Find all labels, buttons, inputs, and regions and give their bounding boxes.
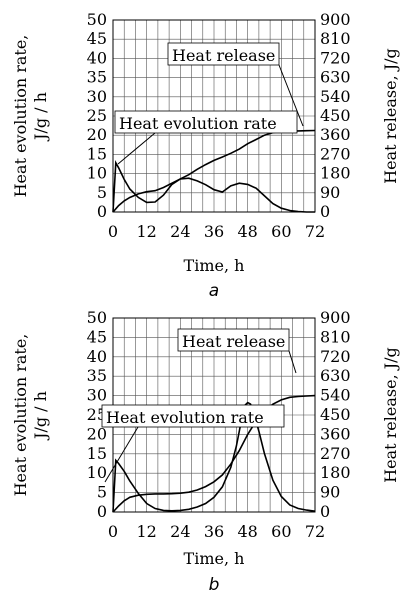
- y-right-tick-label: 450: [320, 106, 351, 125]
- x-tick-label: 48: [237, 522, 257, 541]
- y-left-tick-label: 15: [87, 144, 107, 163]
- y-left-tick-label: 40: [87, 347, 107, 366]
- y-left-tick-label: 50: [87, 10, 107, 29]
- y-right-tick-label: 900: [320, 308, 351, 327]
- y-left-tick-label: 0: [97, 202, 107, 221]
- callout-leader-line: [104, 426, 139, 483]
- x-tick-label: 72: [305, 222, 325, 241]
- y-right-tick-label: 720: [320, 48, 351, 67]
- callout-box: [101, 404, 285, 428]
- x-tick-label: 0: [108, 222, 118, 241]
- y-right-tick-label: 90: [320, 483, 340, 502]
- panel-label: a: [209, 281, 219, 301]
- y-left-tick-label: 30: [87, 87, 107, 106]
- callout-label: Heat release: [172, 46, 275, 65]
- callout-label: Heat release: [182, 332, 285, 351]
- y-right-axis-title: Heat release, J/g: [381, 347, 400, 483]
- x-tick-label: 0: [108, 522, 118, 541]
- y-left-tick-label: 50: [87, 308, 107, 327]
- callout-box: [114, 110, 298, 134]
- y-right-tick-label: 0: [320, 502, 330, 521]
- y-right-tick-label: 900: [320, 10, 351, 29]
- x-tick-label: 12: [136, 522, 156, 541]
- y-left-axis-title-line2: J/g / h: [31, 391, 50, 441]
- callout-box: [167, 42, 280, 66]
- x-tick-label: 60: [271, 222, 291, 241]
- y-left-tick-label: 45: [87, 29, 107, 48]
- y-left-tick-label: 45: [87, 327, 107, 346]
- x-tick-label: 24: [170, 522, 190, 541]
- y-right-tick-label: 270: [320, 444, 351, 463]
- callout-box: [177, 328, 290, 352]
- x-tick-label: 24: [170, 222, 190, 241]
- callout-label: Heat evolution rate: [106, 408, 264, 427]
- x-tick-label: 12: [136, 222, 156, 241]
- y-left-tick-label: 20: [87, 424, 107, 443]
- y-right-tick-label: 360: [320, 125, 351, 144]
- y-right-tick-label: 810: [320, 29, 351, 48]
- heat-release-line: [112, 394, 316, 513]
- y-left-tick-label: 30: [87, 386, 107, 405]
- y-left-tick-label: 0: [97, 502, 107, 521]
- y-left-tick-label: 40: [87, 48, 107, 67]
- y-right-tick-label: 630: [320, 366, 351, 385]
- y-left-axis-title-line1: Heat evolution rate,: [11, 334, 30, 497]
- callout-leader-line: [288, 350, 297, 374]
- y-right-tick-label: 630: [320, 68, 351, 87]
- y-right-tick-label: 540: [320, 386, 351, 405]
- y-left-tick-label: 10: [87, 164, 107, 183]
- y-right-tick-label: 90: [320, 183, 340, 202]
- y-right-tick-label: 810: [320, 327, 351, 346]
- heat-evolution-rate-line: [112, 401, 316, 513]
- x-tick-label: 72: [305, 522, 325, 541]
- y-right-tick-label: 360: [320, 424, 351, 443]
- y-right-tick-label: 0: [320, 202, 330, 221]
- callout-label: Heat evolution rate: [119, 114, 277, 133]
- x-tick-label: 36: [204, 522, 224, 541]
- y-left-tick-label: 25: [87, 106, 107, 125]
- chart-panel-a: 0510152025303540455009018027036045054063…: [11, 10, 400, 301]
- y-right-tick-label: 450: [320, 405, 351, 424]
- y-right-tick-label: 270: [320, 144, 351, 163]
- y-right-tick-label: 180: [320, 463, 351, 482]
- y-right-tick-label: 720: [320, 347, 351, 366]
- callout-leader-line: [117, 132, 156, 165]
- y-left-tick-label: 10: [87, 463, 107, 482]
- x-axis-title: Time, h: [184, 256, 245, 275]
- y-left-axis-title-line1: Heat evolution rate,: [11, 35, 30, 198]
- y-left-tick-label: 5: [97, 183, 107, 202]
- y-right-tick-label: 540: [320, 87, 351, 106]
- x-tick-label: 60: [271, 522, 291, 541]
- y-left-tick-label: 15: [87, 444, 107, 463]
- y-right-tick-label: 180: [320, 164, 351, 183]
- chart-panel-b: 0510152025303540455009018027036045054063…: [11, 308, 400, 590]
- y-left-axis-title-line2: J/g / h: [31, 92, 50, 142]
- x-tick-label: 48: [237, 222, 257, 241]
- plot-frame: [112, 19, 316, 213]
- y-left-tick-label: 35: [87, 366, 107, 385]
- panel-label: b: [209, 575, 220, 590]
- y-left-tick-label: 20: [87, 125, 107, 144]
- x-axis-title: Time, h: [184, 549, 245, 568]
- x-tick-label: 36: [204, 222, 224, 241]
- y-left-tick-label: 35: [87, 68, 107, 87]
- y-right-axis-title: Heat release, J/g: [381, 48, 400, 184]
- y-left-tick-label: 5: [97, 483, 107, 502]
- callout-leader-line: [278, 64, 304, 127]
- heat-evolution-rate-line: [112, 160, 315, 213]
